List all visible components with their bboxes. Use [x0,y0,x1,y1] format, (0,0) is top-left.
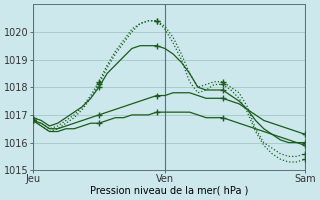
X-axis label: Pression niveau de la mer( hPa ): Pression niveau de la mer( hPa ) [90,186,248,196]
